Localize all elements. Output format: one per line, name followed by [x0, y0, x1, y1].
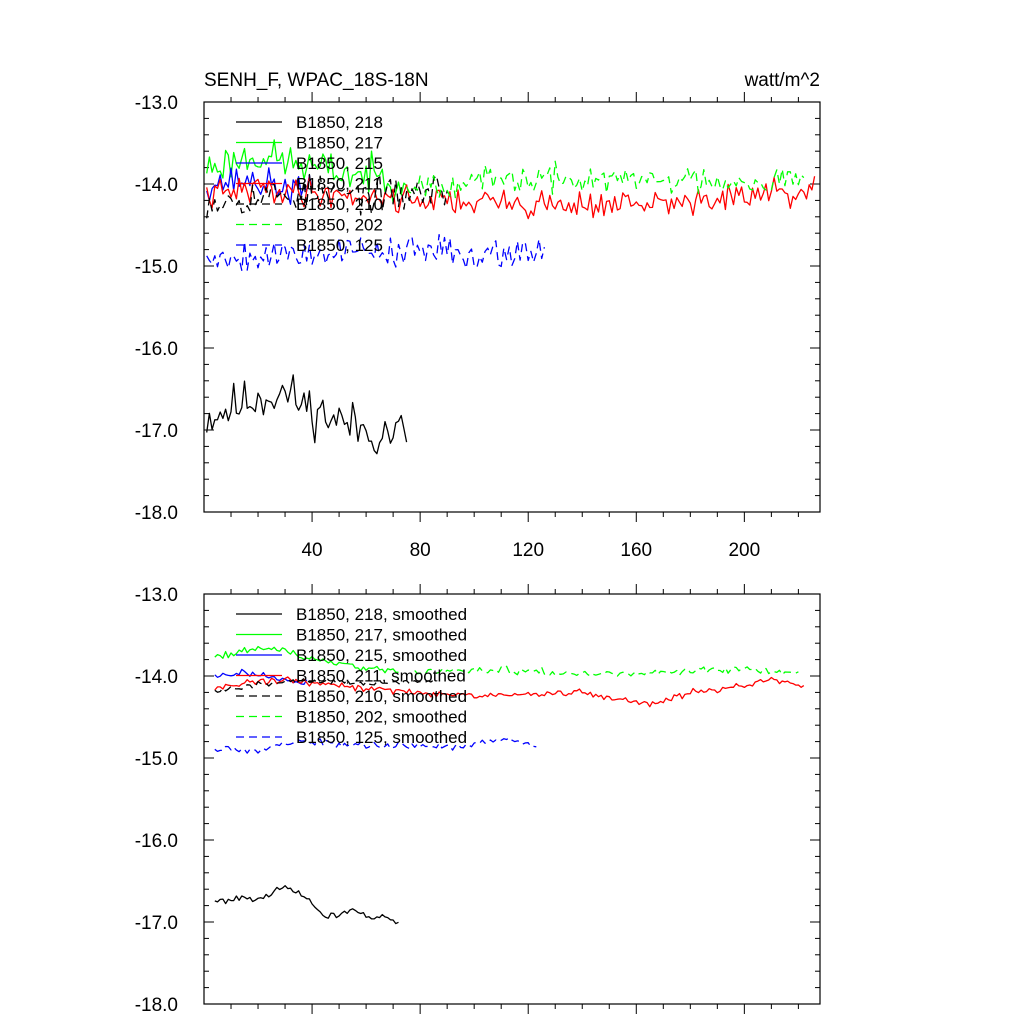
tick-labels: -13.0 -14.0 -15.0 -16.0 -17.0 -18.0	[135, 585, 178, 1016]
series-lines	[206, 139, 816, 455]
y-tick-label: -13.0	[135, 93, 178, 114]
legend-label: B1850, 125	[296, 236, 383, 255]
tick-labels: -13.0 -14.0 -15.0 -16.0 -17.0 -18.0 40 80 120 160…	[135, 93, 761, 561]
legend-label: B1850, 211	[296, 175, 382, 194]
series-line	[206, 139, 408, 203]
axis-ticks	[204, 584, 820, 1014]
series-lines	[214, 645, 805, 925]
chart-title: SENH_F, WPAC_18S-18N	[204, 70, 429, 91]
legend: B1850, 218, smoothed B1850, 217, smoothed…	[236, 605, 467, 747]
legend-label: B1850, 202	[296, 216, 383, 235]
top-panel: SENH_F, WPAC_18S-18N watt/m^2 -13.0 -14.0…	[135, 70, 821, 561]
legend-label: B1850, 125, smoothed	[296, 728, 467, 747]
bottom-panel: -13.0 -14.0 -15.0 -16.0 -17.0 -18.0 B1850, 21…	[135, 584, 821, 1016]
x-tick-label: 80	[410, 540, 431, 561]
legend-label: B1850, 211, smoothed	[296, 667, 466, 686]
series-line	[214, 736, 537, 754]
y-tick-label: -13.0	[135, 585, 178, 606]
legend-label: B1850, 210	[296, 195, 383, 214]
legend-label: B1850, 217	[296, 134, 383, 153]
y-tick-label: -18.0	[135, 995, 178, 1016]
legend-label: B1850, 217, smoothed	[296, 626, 467, 645]
y-tick-label: -15.0	[135, 257, 178, 278]
y-tick-label: -14.0	[135, 667, 178, 688]
y-tick-label: -15.0	[135, 749, 178, 770]
series-line	[214, 676, 805, 708]
series-line	[206, 167, 313, 205]
x-tick-label: 160	[620, 540, 652, 561]
legend-label: B1850, 215, smoothed	[296, 646, 467, 665]
x-tick-label: 120	[512, 540, 544, 561]
legend-label: B1850, 218, smoothed	[296, 605, 467, 624]
series-line	[414, 665, 799, 677]
series-line	[206, 374, 408, 455]
series-line	[206, 173, 448, 219]
series-line	[214, 677, 437, 693]
x-tick-label: 200	[728, 540, 760, 561]
series-line	[406, 160, 805, 199]
plot-frame	[203, 593, 821, 1005]
series-line	[206, 233, 546, 272]
plot-frame	[203, 101, 821, 513]
y-tick-label: -17.0	[135, 421, 178, 442]
y-tick-label: -16.0	[135, 339, 178, 360]
legend-label: B1850, 215	[296, 154, 383, 173]
series-line	[214, 885, 399, 925]
y-tick-label: -18.0	[135, 503, 178, 524]
series-line	[214, 645, 399, 674]
x-tick-label: 40	[301, 540, 322, 561]
legend-label: B1850, 210, smoothed	[296, 687, 467, 706]
units-label: watt/m^2	[744, 70, 820, 91]
legend-label: B1850, 202, smoothed	[296, 708, 467, 727]
legend-label: B1850, 218	[296, 113, 383, 132]
y-tick-label: -16.0	[135, 831, 178, 852]
y-tick-label: -14.0	[135, 175, 178, 196]
y-tick-label: -17.0	[135, 913, 178, 934]
